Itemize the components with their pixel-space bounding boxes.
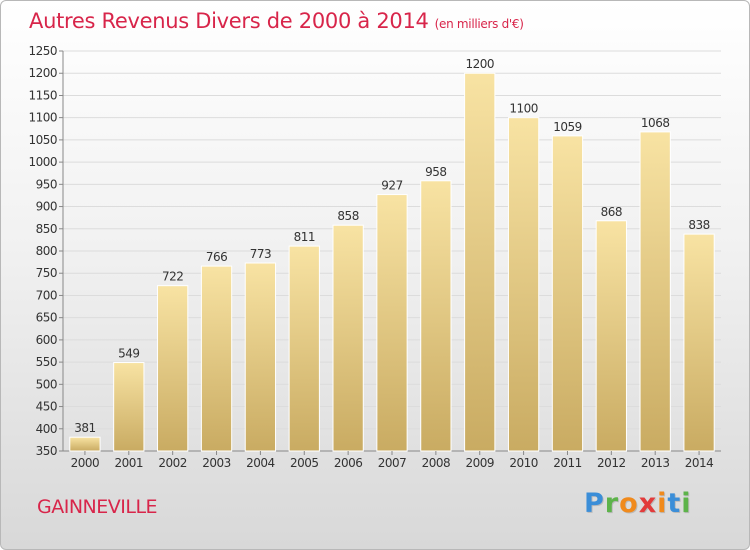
bar [200,265,233,452]
y-tick-label: 450 [36,400,57,414]
x-tick-label: 2014 [685,456,714,470]
bar [551,135,584,452]
proxiti-logo: Proxiti [584,488,692,519]
logo-letter: x [638,488,658,519]
logo-letter: r [604,488,620,519]
y-tick-label: 700 [36,288,57,302]
x-tick-label: 2008 [422,456,451,470]
bar [157,285,189,452]
bar [683,233,715,452]
bar-value-label: 773 [250,247,271,261]
bar-value-label: 1059 [553,120,582,134]
bar [288,245,320,452]
bar [639,131,671,452]
bar [464,72,496,452]
x-tick-label: 2005 [290,456,319,470]
bar-value-label: 858 [337,209,358,223]
bar [69,436,101,452]
y-tick-label: 850 [36,222,57,236]
bar [595,220,627,452]
y-tick-label: 950 [36,177,57,191]
x-tick-label: 2003 [202,456,231,470]
x-tick-label: 2006 [334,456,363,470]
y-tick-label: 1100 [28,111,57,125]
bar-value-label: 549 [118,347,139,361]
bar-value-label: 868 [601,205,622,219]
y-tick-label: 400 [36,422,57,436]
y-tick-label: 650 [36,311,57,325]
bar [420,180,452,452]
title-text: Autres Revenus Divers de 2000 à 2014 [29,9,429,33]
bar-value-label: 1068 [641,116,670,130]
x-tick-label: 2002 [158,456,187,470]
bar [113,362,145,452]
bar [332,224,364,452]
y-tick-label: 1250 [28,44,57,58]
bar-value-label: 722 [162,270,183,284]
y-tick-label: 1150 [28,88,57,102]
x-tick-label: 2011 [553,456,582,470]
x-tick-label: 2007 [378,456,407,470]
bar-value-label: 1200 [465,57,494,71]
bar [507,117,540,452]
y-tick-label: 600 [36,333,57,347]
bar [376,194,408,452]
x-tick-label: 2001 [115,456,144,470]
bar-value-label: 1100 [509,102,538,116]
logo-letter: i [657,488,668,519]
bar-value-label: 381 [74,421,95,435]
city-label: GAINNEVILLE [37,496,158,518]
y-tick-label: 900 [36,200,57,214]
bar-value-label: 811 [294,230,315,244]
y-tick-label: 800 [36,244,57,258]
bar-value-label: 838 [688,218,709,232]
chart-subtitle: (en milliers d'€) [434,17,524,31]
x-tick-label: 2010 [509,456,538,470]
logo-letter: o [619,488,639,519]
bar-value-label: 766 [206,250,227,264]
bar-value-label: 958 [425,165,446,179]
bar [244,262,277,452]
x-tick-label: 2013 [641,456,670,470]
x-tick-label: 2000 [71,456,100,470]
x-tick-label: 2012 [597,456,626,470]
chart-title: Autres Revenus Divers de 2000 à 2014 (en … [29,9,524,33]
y-tick-label: 550 [36,355,57,369]
x-tick-label: 2009 [465,456,494,470]
logo-letter: P [584,488,605,519]
y-tick-label: 1050 [28,133,57,147]
logo-letter: i [681,488,692,519]
bar-value-label: 927 [381,179,402,193]
y-tick-label: 500 [36,377,57,391]
y-tick-label: 750 [36,266,57,280]
y-tick-label: 350 [36,444,57,458]
logo-letter: t [667,488,682,519]
y-tick-label: 1000 [28,155,57,169]
x-tick-label: 2004 [246,456,275,470]
y-tick-label: 1200 [28,66,57,80]
